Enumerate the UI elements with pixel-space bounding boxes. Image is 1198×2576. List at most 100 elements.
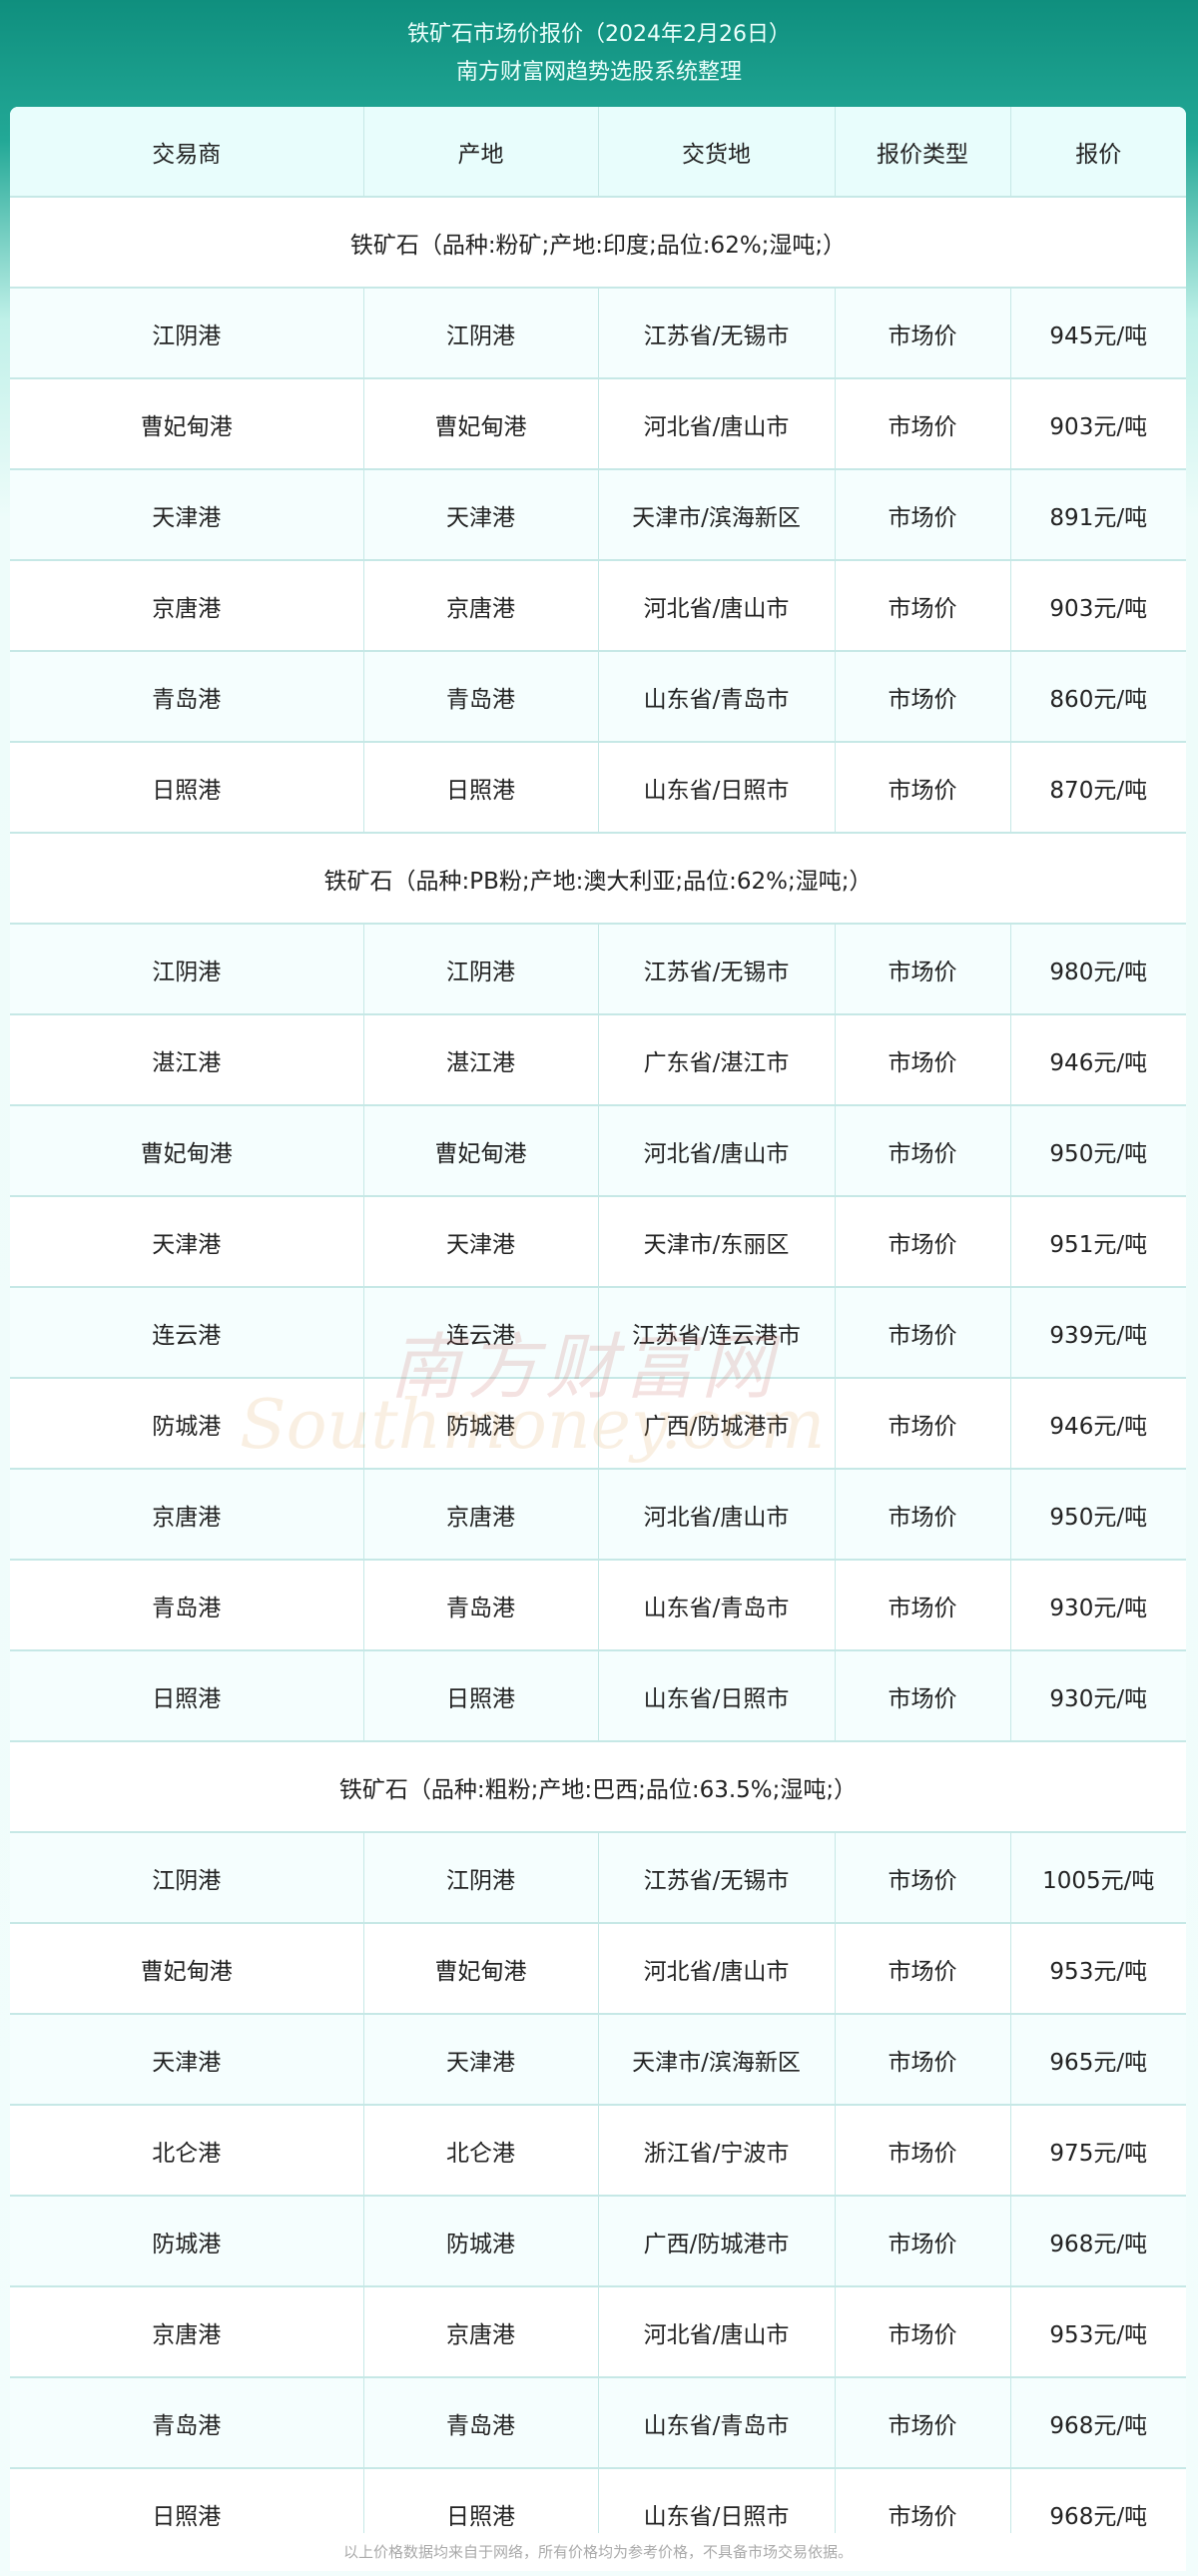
delivery-cell: 河北省/唐山市 [598, 2286, 836, 2378]
delivery-cell: 浙江省/宁波市 [598, 2105, 836, 2197]
origin-cell: 江阴港 [363, 1832, 599, 1924]
quote-type-cell: 市场价 [835, 378, 1011, 470]
disclaimer: 以上价格数据均来自于网络，所有价格均为参考价格，不具备市场交易依据。 [10, 2533, 1186, 2571]
trader-cell: 天津港 [10, 2014, 364, 2106]
table-row: 京唐港 京唐港 河北省/唐山市 市场价 953元/吨 [10, 2286, 1186, 2378]
table-header-row: 交易商 产地 交货地 报价类型 报价 [10, 107, 1186, 198]
table-row: 青岛港 青岛港 山东省/青岛市 市场价 968元/吨 [10, 2377, 1186, 2469]
quote-type-cell: 市场价 [835, 1560, 1011, 1651]
table-row: 防城港 防城港 广西/防城港市 市场价 968元/吨 [10, 2196, 1186, 2287]
price-cell: 968元/吨 [1010, 2377, 1186, 2469]
table-row: 湛江港 湛江港 广东省/湛江市 市场价 946元/吨 [10, 1014, 1186, 1106]
trader-cell: 京唐港 [10, 1469, 364, 1561]
quote-type-cell: 市场价 [835, 288, 1011, 379]
origin-cell: 江阴港 [363, 924, 599, 1015]
delivery-cell: 河北省/唐山市 [598, 378, 836, 470]
quote-type-cell: 市场价 [835, 1378, 1011, 1470]
quote-type-cell: 市场价 [835, 469, 1011, 561]
table-row: 北仑港 北仑港 浙江省/宁波市 市场价 975元/吨 [10, 2105, 1186, 2197]
origin-cell: 天津港 [363, 1196, 599, 1288]
delivery-cell: 山东省/青岛市 [598, 1560, 836, 1651]
quote-type-cell: 市场价 [835, 1650, 1011, 1742]
quote-type-cell: 市场价 [835, 2014, 1011, 2106]
trader-cell: 江阴港 [10, 288, 364, 379]
origin-cell: 青岛港 [363, 1560, 599, 1651]
delivery-cell: 天津市/滨海新区 [598, 469, 836, 561]
table-row: 防城港 防城港 广西/防城港市 市场价 946元/吨 [10, 1378, 1186, 1470]
trader-cell: 日照港 [10, 1650, 364, 1742]
quote-type-cell: 市场价 [835, 1469, 1011, 1561]
group-row: 铁矿石（品种:PB粉;产地:澳大利亚;品位:62%;湿吨;） [10, 833, 1186, 925]
table-row: 曹妃甸港 曹妃甸港 河北省/唐山市 市场价 953元/吨 [10, 1923, 1186, 2015]
trader-cell: 连云港 [10, 1287, 364, 1379]
quote-type-cell: 市场价 [835, 2196, 1011, 2287]
price-table: 交易商 产地 交货地 报价类型 报价 铁矿石（品种:粉矿;产地:印度;品位:62%;湿吨… [10, 107, 1186, 2560]
trader-cell: 江阴港 [10, 1832, 364, 1924]
origin-cell: 日照港 [363, 742, 599, 834]
delivery-cell: 天津市/东丽区 [598, 1196, 836, 1288]
table-row: 青岛港 青岛港 山东省/青岛市 市场价 860元/吨 [10, 651, 1186, 743]
column-header: 报价类型 [835, 107, 1011, 198]
page-subtitle: 南方财富网趋势选股系统整理 [455, 60, 742, 85]
trader-cell: 天津港 [10, 1196, 364, 1288]
origin-cell: 防城港 [363, 1378, 599, 1470]
trader-cell: 曹妃甸港 [10, 1105, 364, 1197]
column-header: 交易商 [10, 107, 364, 198]
price-cell: 930元/吨 [1010, 1650, 1186, 1742]
price-cell: 946元/吨 [1010, 1378, 1186, 1470]
delivery-cell: 江苏省/无锡市 [598, 288, 836, 379]
quote-type-cell: 市场价 [835, 924, 1011, 1015]
price-cell: 953元/吨 [1010, 1923, 1186, 2015]
origin-cell: 日照港 [363, 1650, 599, 1742]
quote-type-cell: 市场价 [835, 1923, 1011, 2015]
price-cell: 965元/吨 [1010, 2014, 1186, 2106]
quote-type-cell: 市场价 [835, 2105, 1011, 2197]
trader-cell: 京唐港 [10, 2286, 364, 2378]
group-label: 铁矿石（品种:粉矿;产地:印度;品位:62%;湿吨;） [10, 197, 1186, 289]
column-header: 产地 [363, 107, 599, 198]
origin-cell: 京唐港 [363, 2286, 599, 2378]
trader-cell: 日照港 [10, 742, 364, 834]
delivery-cell: 山东省/日照市 [598, 742, 836, 834]
price-cell: 939元/吨 [1010, 1287, 1186, 1379]
table-row: 天津港 天津港 天津市/东丽区 市场价 951元/吨 [10, 1196, 1186, 1288]
delivery-cell: 天津市/滨海新区 [598, 2014, 836, 2106]
table-row: 江阴港 江阴港 江苏省/无锡市 市场价 980元/吨 [10, 924, 1186, 1015]
delivery-cell: 河北省/唐山市 [598, 560, 836, 652]
origin-cell: 天津港 [363, 469, 599, 561]
delivery-cell: 山东省/青岛市 [598, 2377, 836, 2469]
page-title: 铁矿石市场价报价（2024年2月26日） [407, 22, 791, 47]
quote-type-cell: 市场价 [835, 1832, 1011, 1924]
table-row: 青岛港 青岛港 山东省/青岛市 市场价 930元/吨 [10, 1560, 1186, 1651]
origin-cell: 防城港 [363, 2196, 599, 2287]
price-cell: 951元/吨 [1010, 1196, 1186, 1288]
origin-cell: 连云港 [363, 1287, 599, 1379]
trader-cell: 防城港 [10, 1378, 364, 1470]
delivery-cell: 河北省/唐山市 [598, 1105, 836, 1197]
trader-cell: 防城港 [10, 2196, 364, 2287]
table-row: 京唐港 京唐港 河北省/唐山市 市场价 950元/吨 [10, 1469, 1186, 1561]
delivery-cell: 江苏省/无锡市 [598, 924, 836, 1015]
table-row: 京唐港 京唐港 河北省/唐山市 市场价 903元/吨 [10, 560, 1186, 652]
price-cell: 860元/吨 [1010, 651, 1186, 743]
origin-cell: 天津港 [363, 2014, 599, 2106]
price-cell: 945元/吨 [1010, 288, 1186, 379]
table-row: 连云港 连云港 江苏省/连云港市 市场价 939元/吨 [10, 1287, 1186, 1379]
delivery-cell: 山东省/青岛市 [598, 651, 836, 743]
origin-cell: 京唐港 [363, 560, 599, 652]
quote-type-cell: 市场价 [835, 1196, 1011, 1288]
trader-cell: 青岛港 [10, 651, 364, 743]
trader-cell: 曹妃甸港 [10, 378, 364, 470]
group-row: 铁矿石（品种:粗粉;产地:巴西;品位:63.5%;湿吨;） [10, 1741, 1186, 1833]
price-cell: 968元/吨 [1010, 2196, 1186, 2287]
quote-type-cell: 市场价 [835, 560, 1011, 652]
price-cell: 870元/吨 [1010, 742, 1186, 834]
quote-type-cell: 市场价 [835, 1014, 1011, 1106]
quote-type-cell: 市场价 [835, 1287, 1011, 1379]
price-cell: 975元/吨 [1010, 2105, 1186, 2197]
origin-cell: 江阴港 [363, 288, 599, 379]
delivery-cell: 广西/防城港市 [598, 1378, 836, 1470]
group-label: 铁矿石（品种:粗粉;产地:巴西;品位:63.5%;湿吨;） [10, 1741, 1186, 1833]
table-row: 江阴港 江阴港 江苏省/无锡市 市场价 945元/吨 [10, 288, 1186, 379]
trader-cell: 京唐港 [10, 560, 364, 652]
